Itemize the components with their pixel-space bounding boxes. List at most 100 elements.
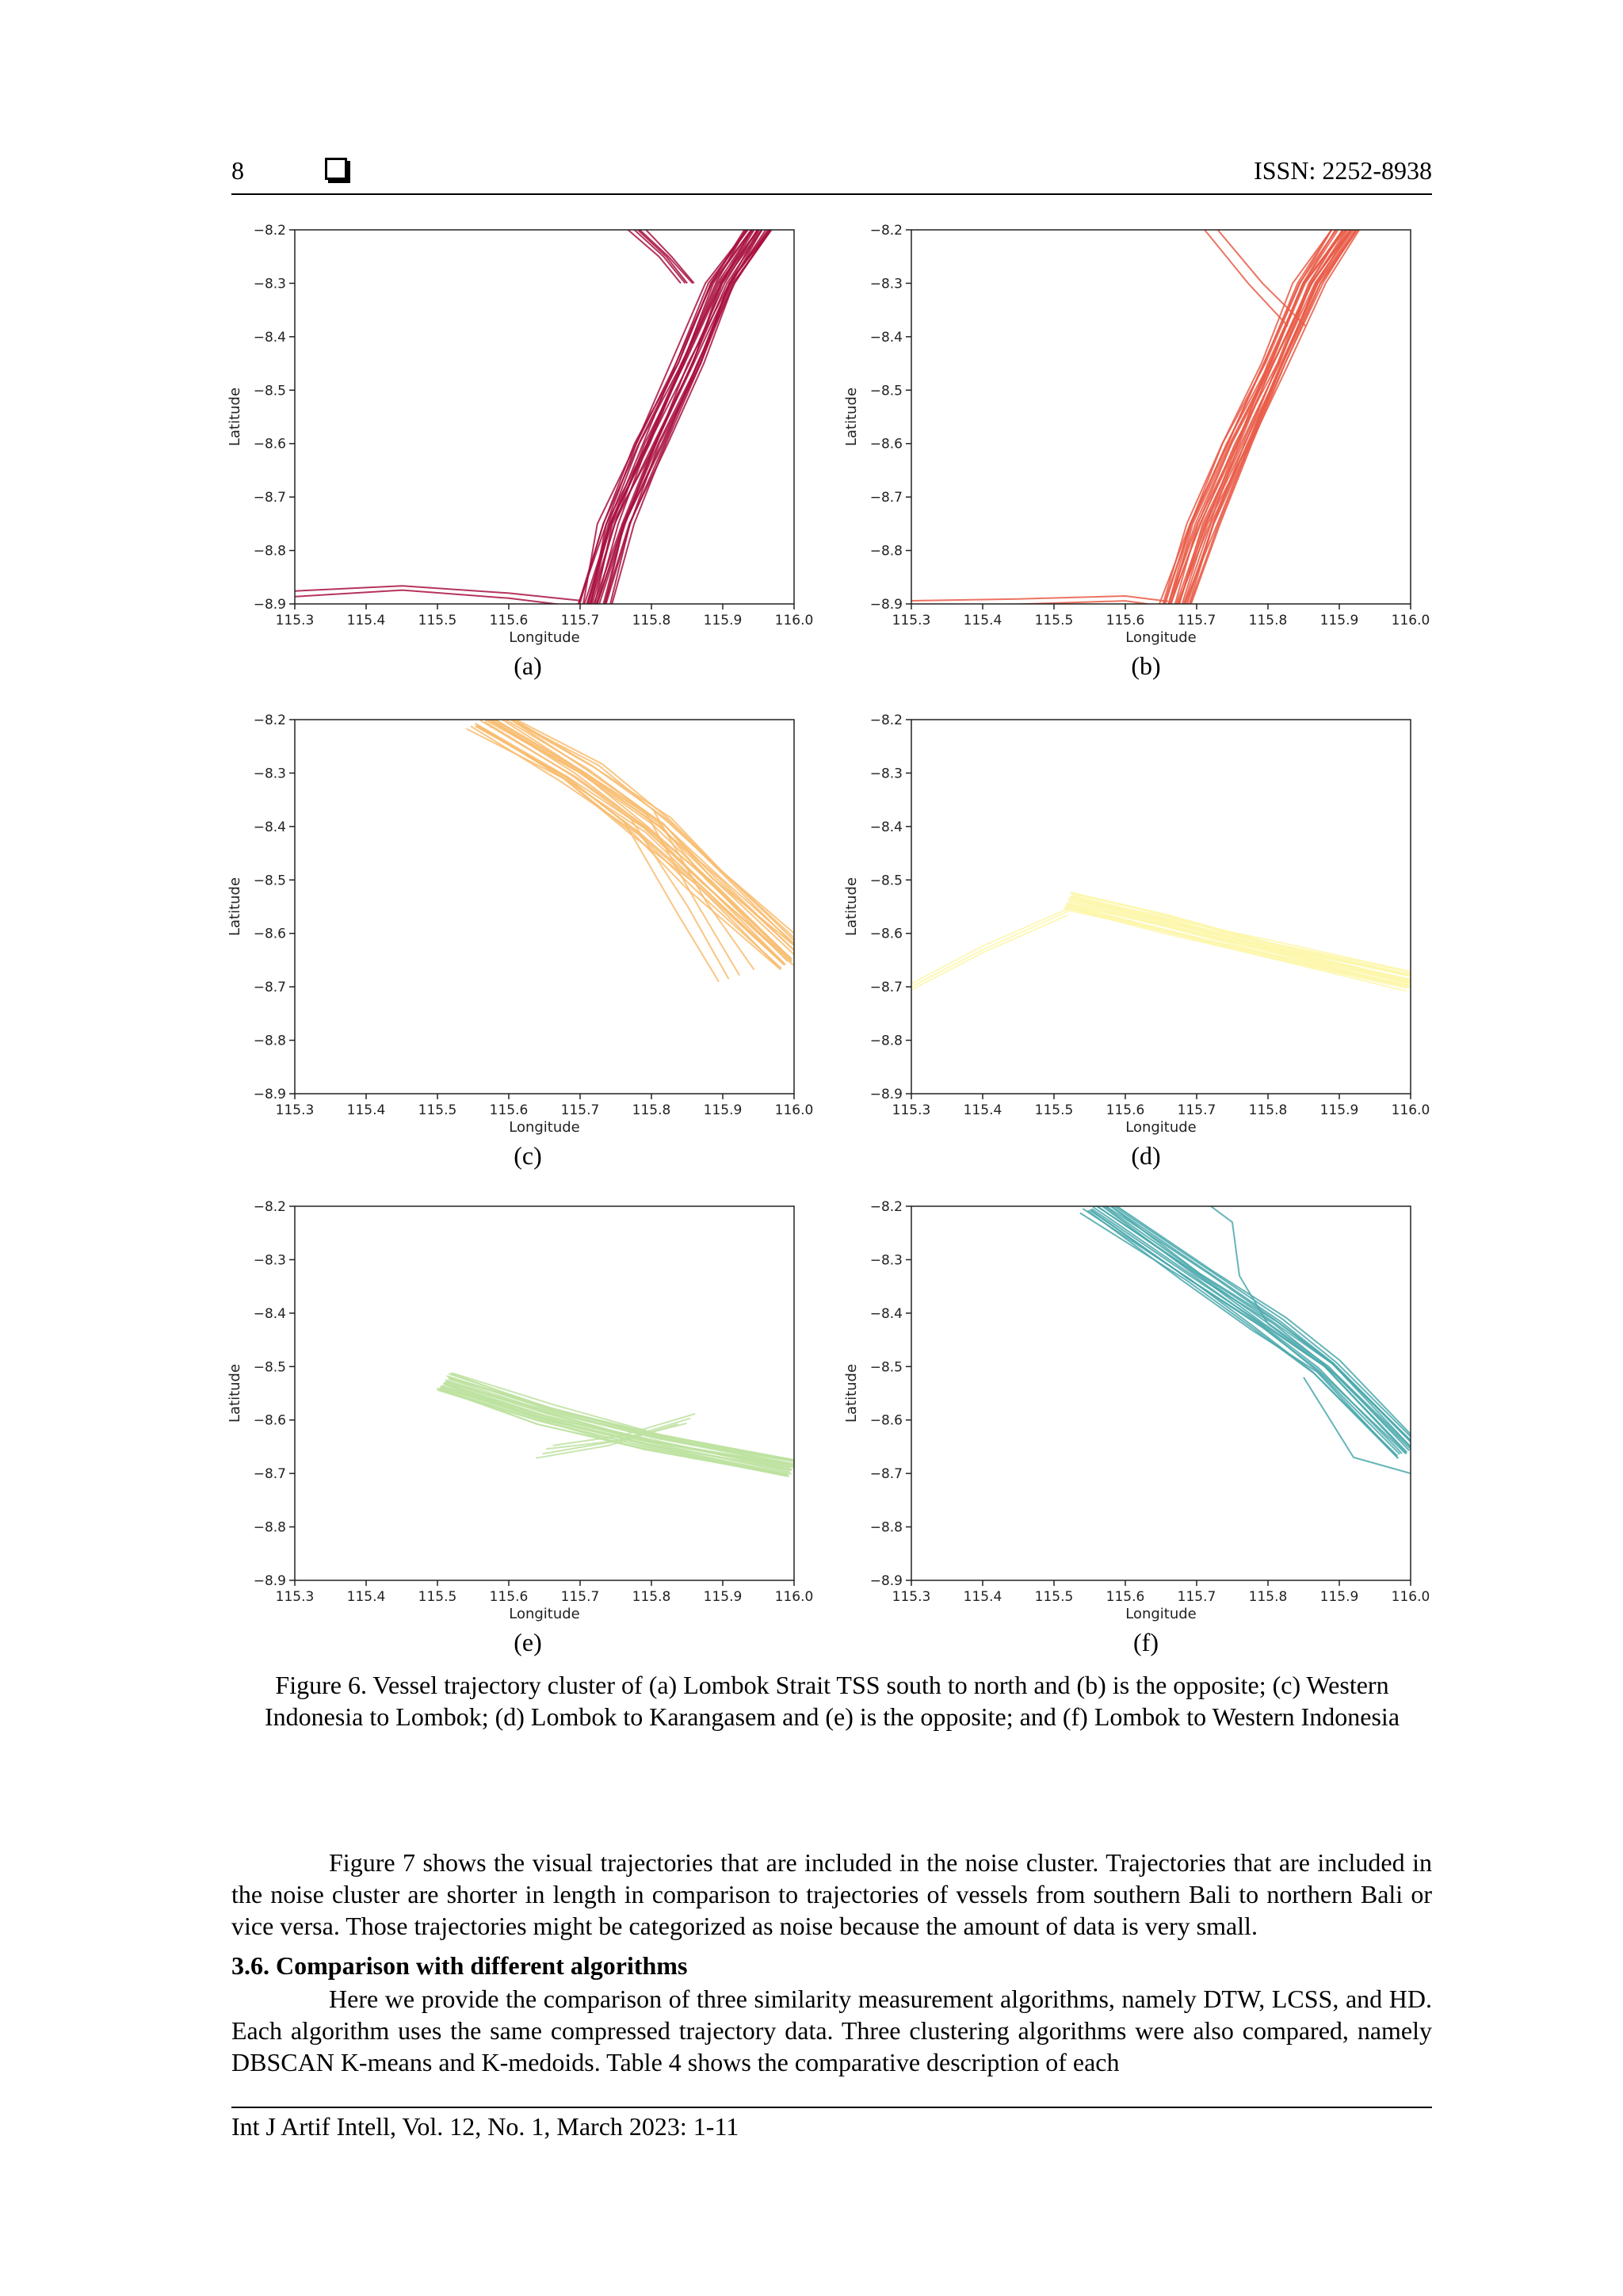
subfigure-label-d: (d) xyxy=(1131,1141,1161,1170)
plot-frame xyxy=(294,1205,795,1581)
chart-svg-f: 115.3 115.4 115.5 115.6 115.7 115.8 115.9 116.0… xyxy=(843,1199,1430,1622)
y-tick-label: −8.3 xyxy=(254,766,286,781)
trajectory-line-bundle xyxy=(1071,894,1411,972)
y-tick-label: −8.7 xyxy=(870,980,903,995)
y-tick-label: −8.9 xyxy=(870,1087,903,1102)
x-tick-label: 115.3 xyxy=(892,1589,931,1605)
x-tick-label: 115.8 xyxy=(632,613,671,628)
y-tick-label: −8.3 xyxy=(254,1252,286,1268)
x-tick-label: 116.0 xyxy=(775,1589,814,1605)
trajectory-line-bundle xyxy=(1092,1206,1403,1454)
trajectory-line-bundle xyxy=(1082,1208,1399,1457)
plot-b: 115.3 115.4 115.5 115.6 115.7 115.8 115.9 116.0… xyxy=(838,214,1441,658)
trajectory-line-northwest-branch xyxy=(1204,230,1289,327)
y-tick-label: −8.2 xyxy=(254,1199,286,1215)
y-tick-label: −8.7 xyxy=(254,980,286,995)
y-tick-label: −8.5 xyxy=(870,1359,903,1375)
x-tick-label: 115.5 xyxy=(418,613,457,628)
chart-svg-a: 115.3 115.4 115.5 115.6 115.7 115.8 115.9 116.0… xyxy=(227,223,813,646)
y-tick-label: −8.9 xyxy=(254,1573,286,1589)
y-tick-label: −8.7 xyxy=(254,1466,286,1482)
trajectory-line-bundle xyxy=(1067,903,1411,984)
trajectory-line-bundle xyxy=(1113,1206,1411,1438)
x-tick-label: 115.6 xyxy=(490,1102,529,1118)
x-tick-label: 115.3 xyxy=(276,1102,315,1118)
trajectory-line-bundle xyxy=(477,724,785,965)
y-tick-label: −8.3 xyxy=(870,276,903,292)
plot-frame xyxy=(911,719,1411,1095)
y-tick-label: −8.4 xyxy=(870,1306,903,1322)
y-tick-label: −8.6 xyxy=(870,926,903,942)
trajectory-line-bundle xyxy=(605,230,769,604)
trajectory-line-bundle xyxy=(590,230,758,604)
trajectory-line-bundle xyxy=(484,720,792,962)
footer-rule xyxy=(231,2107,1432,2108)
trajectory-line-short-tracks xyxy=(546,1417,691,1450)
x-tick-label: 115.4 xyxy=(347,1102,386,1118)
trajectory-group xyxy=(911,230,1361,604)
y-tick-label: −8.9 xyxy=(254,597,286,613)
y-tick-label: −8.6 xyxy=(870,437,903,453)
x-tick-label: 115.9 xyxy=(1320,613,1359,628)
trajectory-line-west-exit xyxy=(911,594,1169,602)
trajectory-group xyxy=(911,891,1411,992)
plot-frame xyxy=(911,229,1411,605)
trajectory-line-bundle xyxy=(1162,230,1333,604)
trajectory-line-west-tail xyxy=(911,907,1069,984)
x-tick-label: 115.9 xyxy=(1320,1102,1359,1118)
y-tick-label: −8.2 xyxy=(254,223,286,239)
y-tick-label: −8.6 xyxy=(254,437,286,453)
x-tick-label: 115.3 xyxy=(276,613,315,628)
y-axis-label: Latitude xyxy=(843,388,860,446)
y-tick-label: −8.5 xyxy=(254,383,286,399)
trajectory-line-bundle xyxy=(1115,1206,1411,1436)
body-paragraph-2: Here we provide the comparison of three … xyxy=(231,1983,1432,2078)
plot-a: 115.3 115.4 115.5 115.6 115.7 115.8 115.9 116.0… xyxy=(222,214,824,658)
chart-svg-d: 115.3 115.4 115.5 115.6 115.7 115.8 115.9 116.0… xyxy=(843,712,1430,1136)
y-tick-label: −8.7 xyxy=(870,490,903,506)
trajectory-line-bundle xyxy=(1178,230,1352,604)
y-tick-label: −8.2 xyxy=(870,223,903,239)
x-tick-label: 115.4 xyxy=(347,1589,386,1605)
x-tick-label: 115.7 xyxy=(1178,1589,1216,1605)
chart-svg-e: 115.3 115.4 115.5 115.6 115.7 115.8 115.9 116.0… xyxy=(227,1199,814,1622)
x-tick-label: 115.4 xyxy=(347,613,386,628)
trajectory-line-bundle xyxy=(1189,230,1361,604)
trajectory-line-west-entry xyxy=(295,589,563,604)
plot-frame xyxy=(294,719,795,1095)
figure-caption: Figure 6. Vessel trajectory cluster of (… xyxy=(264,1671,1400,1731)
trajectory-line-bundle xyxy=(582,230,748,604)
y-axis-label: Latitude xyxy=(843,1364,860,1423)
x-tick-label: 115.4 xyxy=(964,613,1002,628)
y-tick-label: −8.3 xyxy=(870,1252,903,1268)
plot-f: 115.3 115.4 115.5 115.6 115.7 115.8 115.9 116.0… xyxy=(838,1190,1441,1634)
trajectory-line-northwest-branch xyxy=(1216,230,1307,327)
x-axis-label: Longitude xyxy=(1125,1119,1197,1136)
y-tick-label: −8.5 xyxy=(254,1359,286,1375)
x-tick-label: 115.5 xyxy=(1035,1589,1074,1605)
x-tick-label: 115.8 xyxy=(632,1589,671,1605)
trajectory-line-bundle xyxy=(504,720,794,945)
y-tick-label: −8.6 xyxy=(870,1413,903,1429)
y-tick-label: −8.4 xyxy=(870,330,903,346)
x-tick-label: 115.6 xyxy=(1106,1102,1145,1118)
y-tick-label: −8.5 xyxy=(254,873,286,888)
trajectory-line-northwest-branch xyxy=(633,230,686,285)
trajectory-line-short-tracks xyxy=(622,819,720,983)
trajectory-group xyxy=(295,230,773,604)
trajectory-line-bundle xyxy=(445,1381,794,1468)
trajectory-line-bundle xyxy=(1101,1206,1411,1450)
square-bullet-icon xyxy=(325,158,347,180)
trajectory-group xyxy=(1079,1206,1411,1475)
plot-d: 115.3 115.4 115.5 115.6 115.7 115.8 115.9 116.0… xyxy=(838,704,1441,1148)
y-tick-label: −8.4 xyxy=(254,1306,286,1322)
x-tick-label: 115.8 xyxy=(1249,1102,1288,1118)
trajectory-line-bundle xyxy=(593,230,762,604)
x-tick-label: 115.6 xyxy=(490,1589,529,1605)
trajectory-line-northwest-branch xyxy=(639,230,693,285)
plot-e: 115.3 115.4 115.5 115.6 115.7 115.8 115.9 116.0… xyxy=(222,1190,824,1634)
trajectory-line-bundle xyxy=(1109,1206,1411,1442)
subfigure-label-a: (a) xyxy=(514,651,542,680)
x-tick-label: 115.6 xyxy=(490,613,529,628)
trajectory-group xyxy=(466,720,794,983)
